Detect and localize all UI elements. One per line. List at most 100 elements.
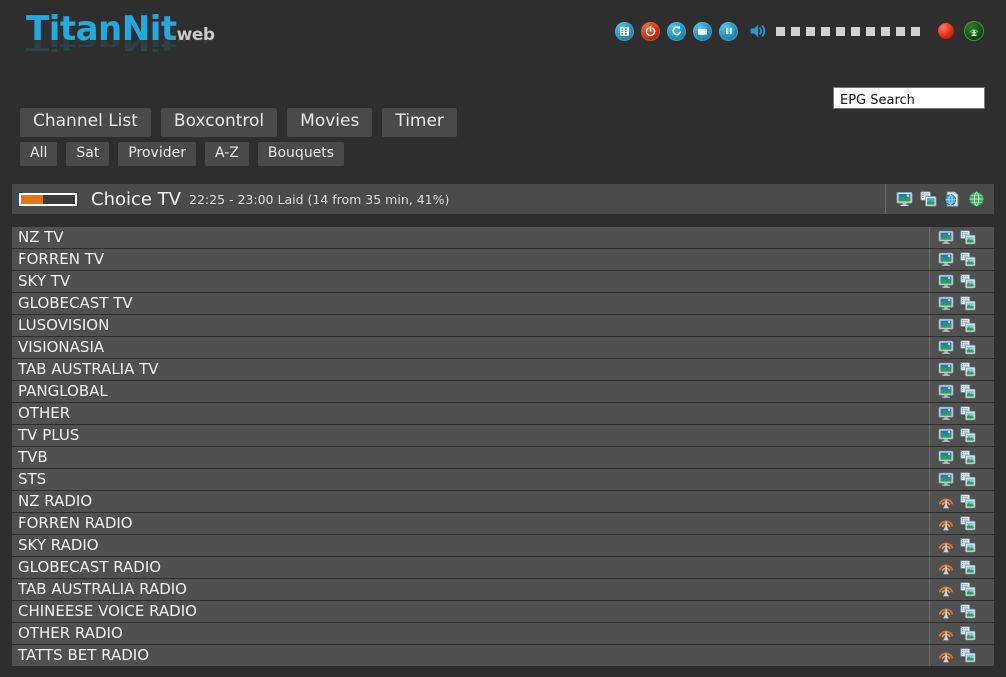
- channel-row[interactable]: OTHER: [12, 403, 994, 424]
- subtab-provider[interactable]: Provider: [118, 142, 196, 166]
- volume-bar[interactable]: [866, 26, 875, 36]
- radio-antenna-icon[interactable]: [938, 604, 954, 619]
- speaker-icon[interactable]: [750, 23, 767, 39]
- row-divider: [929, 447, 930, 468]
- pause-button[interactable]: [719, 21, 738, 41]
- channel-row[interactable]: STS: [12, 469, 994, 490]
- volume-bar[interactable]: [836, 26, 845, 36]
- bouquet-list-icon[interactable]: [960, 230, 976, 245]
- monitor-icon[interactable]: [938, 384, 954, 399]
- monitor-icon[interactable]: [938, 318, 954, 333]
- channel-row[interactable]: VISIONASIA: [12, 337, 994, 358]
- monitor-icon[interactable]: [938, 296, 954, 311]
- monitor-icon[interactable]: [938, 428, 954, 443]
- monitor-icon: [938, 296, 954, 310]
- tab-channel-list[interactable]: Channel List: [20, 108, 151, 137]
- channel-row[interactable]: NZ TV: [12, 227, 994, 248]
- volume-bar[interactable]: [791, 26, 800, 36]
- web-page-icon[interactable]: [944, 191, 961, 207]
- tab-boxcontrol[interactable]: Boxcontrol: [160, 108, 278, 137]
- monitor-icon[interactable]: [938, 230, 954, 245]
- monitor-icon[interactable]: [938, 472, 954, 487]
- bouquet-list-icon[interactable]: [960, 538, 976, 553]
- tab-movies[interactable]: Movies: [287, 108, 373, 137]
- bouquet-list-icon[interactable]: [960, 604, 976, 619]
- subtab-sat[interactable]: Sat: [66, 142, 110, 166]
- multi-window-icon[interactable]: [920, 191, 937, 207]
- volume-bar[interactable]: [776, 26, 785, 36]
- screenshot-button[interactable]: [693, 21, 712, 41]
- radio-antenna-icon[interactable]: [938, 538, 954, 553]
- monitor-icon[interactable]: [938, 252, 954, 267]
- bouquet-list-icon[interactable]: [960, 494, 976, 509]
- channel-row[interactable]: PANGLOBAL: [12, 381, 994, 402]
- subtab-all[interactable]: All: [20, 142, 58, 166]
- channel-row[interactable]: GLOBECAST TV: [12, 293, 994, 314]
- radio-antenna-icon[interactable]: [938, 560, 954, 575]
- bouquet-list-icon[interactable]: [960, 384, 976, 399]
- volume-level-bars[interactable]: [776, 26, 920, 36]
- refresh-button[interactable]: [667, 21, 686, 41]
- bouquet-list-icon[interactable]: [960, 252, 976, 267]
- bouquet-list-icon[interactable]: [960, 450, 976, 465]
- channel-row[interactable]: OTHER RADIO: [12, 623, 994, 644]
- bouquet-list-icon[interactable]: [960, 318, 976, 333]
- channel-row[interactable]: LUSOVISION: [12, 315, 994, 336]
- signal-antenna-icon[interactable]: [964, 21, 984, 41]
- channel-row[interactable]: TAB AUSTRALIA RADIO: [12, 579, 994, 600]
- volume-bar[interactable]: [821, 26, 830, 36]
- bouquet-list-icon[interactable]: [960, 582, 976, 597]
- volume-bar[interactable]: [851, 26, 860, 36]
- bouquet-list-icon[interactable]: [960, 472, 976, 487]
- bouquet-list-icon[interactable]: [960, 428, 976, 443]
- monitor-icon[interactable]: [938, 274, 954, 289]
- channel-row[interactable]: TV PLUS: [12, 425, 994, 446]
- bouquet-list-icon[interactable]: [960, 362, 976, 377]
- monitor-icon[interactable]: [938, 450, 954, 465]
- bouquet-list-icon[interactable]: [960, 296, 976, 311]
- keypad-button[interactable]: [615, 21, 634, 41]
- channel-row[interactable]: FORREN TV: [12, 249, 994, 270]
- radio-antenna-icon[interactable]: [938, 494, 954, 509]
- globe-icon[interactable]: [968, 191, 985, 207]
- bouquet-list-icon[interactable]: [960, 406, 976, 421]
- tab-timer[interactable]: Timer: [382, 108, 457, 137]
- bouquet-list-icon[interactable]: [960, 648, 976, 663]
- epg-search-box[interactable]: [833, 87, 985, 110]
- row-divider: [929, 315, 930, 336]
- monitor-icon[interactable]: [938, 340, 954, 355]
- volume-bar[interactable]: [881, 26, 890, 36]
- monitor-icon[interactable]: [938, 362, 954, 377]
- volume-bar[interactable]: [896, 26, 905, 36]
- monitor-icon[interactable]: [938, 406, 954, 421]
- radio-antenna-icon[interactable]: [938, 626, 954, 641]
- logo-reflection-secondary: web: [176, 32, 215, 45]
- channel-row[interactable]: CHINEESE VOICE RADIO: [12, 601, 994, 622]
- radio-antenna-icon[interactable]: [938, 648, 954, 663]
- live-stream-icon[interactable]: [896, 191, 913, 207]
- radio-antenna-icon[interactable]: [938, 582, 954, 597]
- search-input[interactable]: [838, 91, 980, 110]
- bouquet-list-icon[interactable]: [960, 560, 976, 575]
- channel-row[interactable]: TATTS BET RADIO: [12, 645, 994, 666]
- radio-antenna-icon: [938, 520, 954, 531]
- channel-row[interactable]: NZ RADIO: [12, 491, 994, 512]
- bouquet-list-icon[interactable]: [960, 274, 976, 289]
- record-indicator[interactable]: [938, 23, 954, 39]
- bouquet-list-icon[interactable]: [960, 516, 976, 531]
- channel-row[interactable]: FORREN RADIO: [12, 513, 994, 534]
- channel-row[interactable]: TAB AUSTRALIA TV: [12, 359, 994, 380]
- radio-antenna-icon[interactable]: [938, 516, 954, 531]
- volume-bar[interactable]: [911, 26, 920, 36]
- row-divider: [929, 359, 930, 380]
- bouquet-list-icon[interactable]: [960, 340, 976, 355]
- channel-row[interactable]: GLOBECAST RADIO: [12, 557, 994, 578]
- subtab-a-z[interactable]: A-Z: [204, 142, 249, 166]
- volume-bar[interactable]: [806, 26, 815, 36]
- channel-row[interactable]: TVB: [12, 447, 994, 468]
- channel-row[interactable]: SKY RADIO: [12, 535, 994, 556]
- power-button[interactable]: [641, 21, 660, 41]
- channel-row[interactable]: SKY TV: [12, 271, 994, 292]
- subtab-bouquets[interactable]: Bouquets: [257, 142, 345, 166]
- bouquet-list-icon[interactable]: [960, 626, 976, 641]
